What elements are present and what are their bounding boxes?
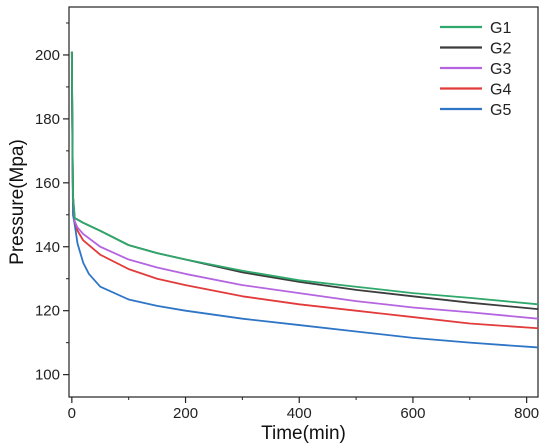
y-tick-label: 180 bbox=[35, 111, 60, 128]
legend-label-g4: G4 bbox=[490, 82, 511, 99]
legend-label-g5: G5 bbox=[490, 102, 511, 119]
x-tick-label: 0 bbox=[68, 405, 76, 422]
y-tick-label: 200 bbox=[35, 47, 60, 64]
y-tick-label: 160 bbox=[35, 175, 60, 192]
plot-frame bbox=[68, 6, 539, 398]
series-layer bbox=[70, 51, 539, 349]
x-tick-label: 200 bbox=[173, 405, 198, 422]
y-tick-label: 140 bbox=[35, 239, 60, 256]
series-line-g1 bbox=[70, 51, 539, 306]
plot-border bbox=[68, 6, 539, 398]
series-line-g3 bbox=[70, 51, 539, 320]
series-line-g4 bbox=[70, 51, 539, 330]
y-tick-label: 100 bbox=[35, 367, 60, 384]
legend-label-g2: G2 bbox=[490, 41, 511, 58]
x-axis: 0 200 400 600 800 bbox=[68, 397, 539, 422]
x-tick-label: 600 bbox=[400, 405, 425, 422]
legend-label-g1: G1 bbox=[490, 20, 511, 37]
x-axis-title: Time(min) bbox=[261, 423, 346, 444]
y-axis: 100 120 140 160 180 200 bbox=[35, 22, 69, 384]
series-line-g2 bbox=[70, 51, 539, 310]
legend-label-g3: G3 bbox=[490, 61, 511, 78]
x-tick-label: 400 bbox=[287, 405, 312, 422]
y-axis-title: Pressure(Mpa) bbox=[7, 139, 28, 265]
legend: G1 G2 G3 G4 G5 bbox=[440, 20, 511, 119]
x-tick-label: 800 bbox=[514, 405, 539, 422]
y-tick-label: 120 bbox=[35, 303, 60, 320]
